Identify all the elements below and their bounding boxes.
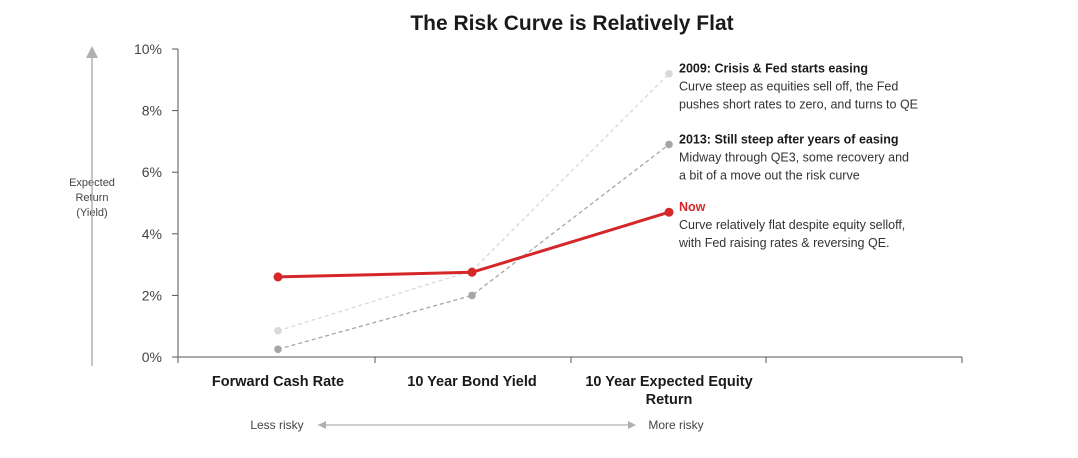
x-category-label: 10 Year Expected Equity <box>585 374 752 390</box>
data-point-now <box>467 267 477 277</box>
series-line-now <box>277 210 670 279</box>
risk-arrow-left-head <box>318 421 326 429</box>
series-line-2013 <box>277 143 670 350</box>
chart-title: The Risk Curve is Relatively Flat <box>410 12 733 35</box>
x-category-label: Return <box>646 392 693 408</box>
annotation-text-2013: a bit of a move out the risk curve <box>679 168 860 182</box>
data-point-2009 <box>274 327 282 335</box>
annotation-text-2013: Midway through QE3, some recovery and <box>679 150 909 164</box>
x-axis: Forward Cash Rate 10 Year Bond Yield 10 Ye… <box>177 356 963 408</box>
annotation-text-now: with Fed raising rates & reversing QE. <box>678 236 890 250</box>
data-point-2013 <box>468 291 476 300</box>
risk-axis: Less risky More risky <box>250 418 703 432</box>
data-point-2013 <box>274 345 282 354</box>
annotation-text-now: Curve relatively flat despite equity sel… <box>679 218 905 232</box>
y-tick-label: 2% <box>142 287 162 303</box>
y-tick-label: 4% <box>142 226 162 242</box>
annotations: 2009: Crisis & Fed starts easing Curve st… <box>678 62 918 251</box>
y-tick-label: 6% <box>142 164 162 180</box>
y-tick-label: 0% <box>142 349 162 365</box>
y-axis: 0% 2% 4% 6% 8% 10% <box>134 41 179 365</box>
annotation-text-2009: Curve steep as equities sell off, the Fe… <box>679 80 898 94</box>
y-tick-label: 10% <box>134 41 162 57</box>
risk-label-more: More risky <box>648 418 703 432</box>
x-category-label: 10 Year Bond Yield <box>407 374 537 390</box>
annotation-title-2013: 2013: Still steep after years of easing <box>679 132 899 146</box>
risk-label-less: Less risky <box>250 418 303 432</box>
data-point-now <box>664 207 674 217</box>
y-tick-label: 8% <box>142 103 162 119</box>
series-lines <box>273 69 674 354</box>
y-axis-label: ExpectedReturn(Yield) <box>69 177 115 219</box>
data-point-now <box>273 272 283 282</box>
annotation-title-2009: 2009: Crisis & Fed starts easing <box>679 62 868 76</box>
x-category-label: Forward Cash Rate <box>212 374 344 390</box>
data-point-2013 <box>665 140 673 149</box>
data-point-2009 <box>665 69 673 78</box>
risk-arrow-right-head <box>628 421 636 429</box>
annotation-title-now: Now <box>679 200 706 214</box>
annotation-text-2009: pushes short rates to zero, and turns to… <box>679 98 918 112</box>
